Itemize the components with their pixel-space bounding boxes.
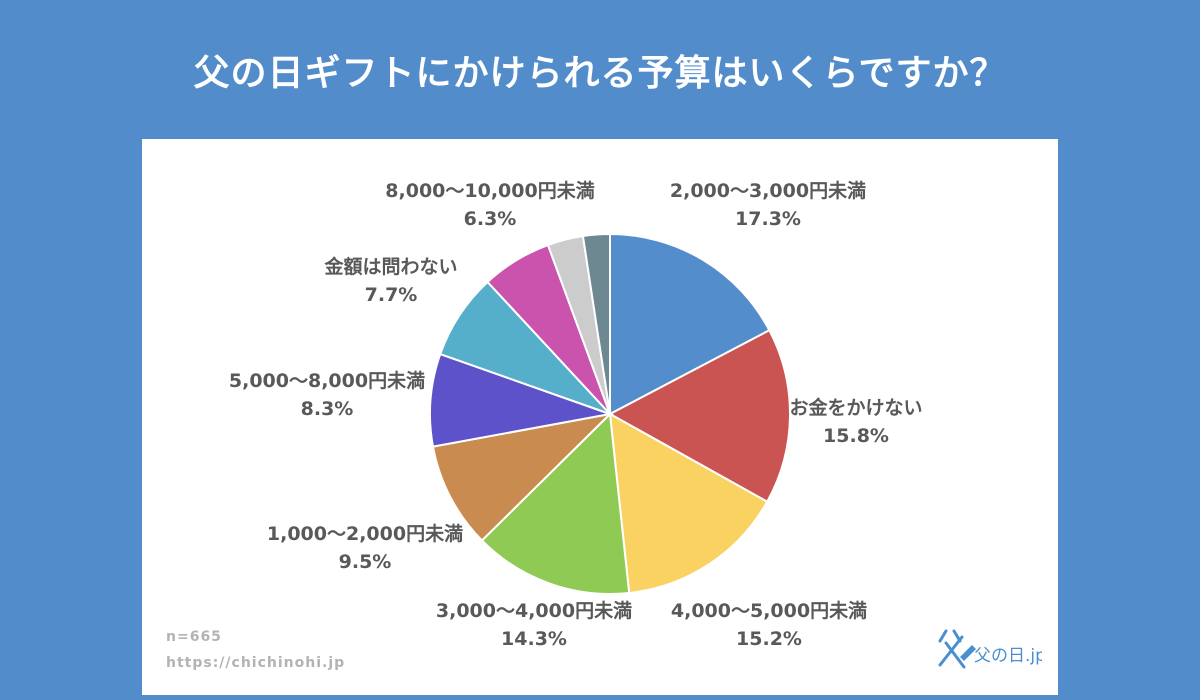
slice-label-3000-4000: 3,000〜4,000円未満 14.3% bbox=[404, 597, 664, 653]
slice-label-no-money: お金をかけない 15.8% bbox=[726, 394, 986, 450]
slice-category: 金額は問わない bbox=[324, 256, 458, 278]
slice-category: 4,000〜5,000円未満 bbox=[670, 600, 868, 622]
pie-slice-2 bbox=[608, 412, 769, 595]
slice-label-5000-8000: 5,000〜8,000円未満 8.3% bbox=[197, 367, 457, 423]
sample-size: n=665 bbox=[166, 629, 222, 645]
slice-category: 2,000〜3,000円未満 bbox=[669, 180, 867, 202]
pie-slice-3 bbox=[480, 411, 631, 595]
slice-value: 14.3% bbox=[501, 628, 567, 650]
slice-category: 3,000〜4,000円未満 bbox=[435, 600, 633, 622]
chart-title: 父の日ギフトにかけられる予算はいくらですか？ bbox=[193, 53, 1007, 94]
source-url: https://chichinohi.jp bbox=[166, 655, 346, 671]
slice-label-1000-2000: 1,000〜2,000円未満 9.5% bbox=[235, 520, 495, 576]
chichinohi-logo: 父の日.jp bbox=[938, 629, 1042, 669]
slice-label-8000-10000: 8,000〜10,000円未満 6.3% bbox=[360, 177, 620, 233]
slice-value: 9.5% bbox=[338, 551, 392, 573]
pie-slice-4 bbox=[431, 412, 614, 542]
slice-value: 8.3% bbox=[300, 398, 354, 420]
slice-category: お金をかけない bbox=[789, 397, 923, 419]
slice-category: 5,000〜8,000円未満 bbox=[228, 370, 426, 392]
logo-text: 父の日.jp bbox=[974, 646, 1042, 666]
slice-label-4000-5000: 4,000〜5,000円未満 15.2% bbox=[639, 597, 899, 653]
pie-chart bbox=[429, 232, 791, 595]
pie-slice-5 bbox=[429, 352, 614, 448]
slice-value: 17.3% bbox=[735, 208, 801, 230]
pie-slice-0 bbox=[609, 232, 771, 416]
pie-slice-9 bbox=[581, 232, 611, 415]
chart-panel: 2,000〜3,000円未満 17.3% お金をかけない 15.8% 4,000… bbox=[142, 139, 1058, 695]
slice-label-any-amount: 金額は問わない 7.7% bbox=[261, 253, 521, 309]
slice-label-2000-3000: 2,000〜3,000円未満 17.3% bbox=[638, 177, 898, 233]
slice-value: 15.8% bbox=[823, 425, 889, 447]
slice-category: 8,000〜10,000円未満 bbox=[385, 180, 595, 202]
slice-category: 1,000〜2,000円未満 bbox=[266, 523, 464, 545]
slice-value: 6.3% bbox=[463, 208, 517, 230]
pie-slice-1 bbox=[607, 328, 791, 504]
slice-value: 7.7% bbox=[364, 284, 418, 306]
slice-value: 15.2% bbox=[736, 628, 802, 650]
